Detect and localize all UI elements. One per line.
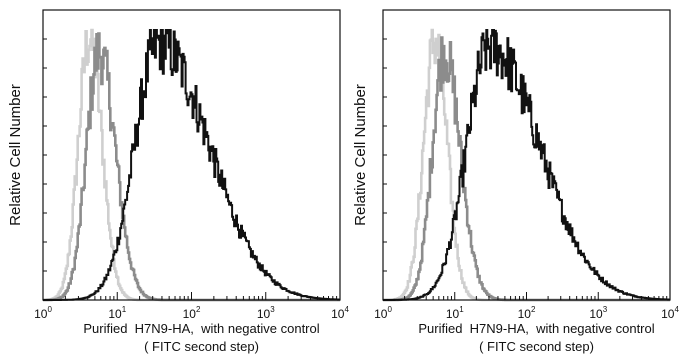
histogram-series-3	[43, 29, 340, 301]
y-axis-label: Relative Cell Number	[7, 84, 24, 226]
histogram-series-2	[383, 36, 670, 302]
x-tick-label: 103	[257, 305, 275, 321]
x-axis-sublabel: ( FITC second step)	[144, 339, 259, 354]
histogram-series-2	[43, 32, 340, 302]
chart-panel-right: 100 101 102 103 104 Relative Cell Number Purif…	[352, 9, 679, 354]
x-tick-label: 100	[34, 305, 52, 321]
histogram-series-1	[43, 28, 340, 302]
x-axis-label: Purified H7N9-HA, with negative control	[83, 321, 319, 336]
y-axis-label: Relative Cell Number	[352, 84, 369, 226]
plot-frame	[382, 9, 671, 301]
x-tick-label: 102	[518, 305, 536, 321]
x-axis-sublabel: ( FITC second step)	[479, 339, 594, 354]
x-tick-label: 100	[374, 305, 392, 321]
x-tick-label: 101	[446, 305, 464, 321]
x-tick-label: 103	[589, 305, 607, 321]
x-tick-label: 104	[661, 305, 679, 321]
x-tick-label: 102	[183, 305, 201, 321]
chart-panel-left: 100 101 102 103 104 Relative Cell Number Purif…	[7, 9, 349, 354]
x-axis-label: Purified H7N9-HA, with negative control	[418, 321, 654, 336]
x-tick-label: 104	[331, 305, 349, 321]
histogram-series-1	[383, 28, 670, 302]
x-tick-label: 101	[108, 305, 126, 321]
histogram-series-3	[383, 29, 670, 301]
